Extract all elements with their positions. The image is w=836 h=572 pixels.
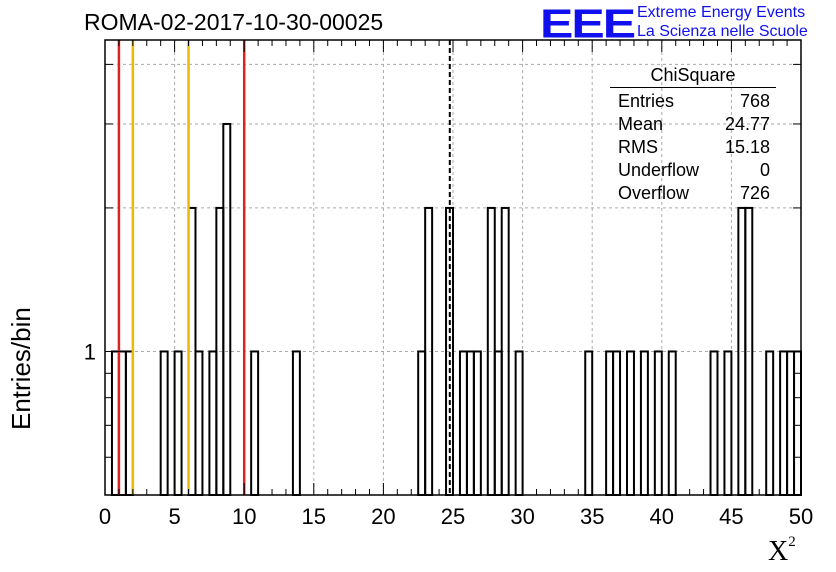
x-tick-label: 50 bbox=[789, 504, 813, 529]
histogram-bar bbox=[493, 350, 503, 496]
histogram-bar bbox=[786, 350, 796, 496]
histogram-bar bbox=[472, 350, 482, 496]
x-tick-label: 0 bbox=[99, 504, 111, 529]
y-tick-labels: 1 bbox=[84, 339, 96, 364]
histogram-bar bbox=[626, 350, 635, 496]
stats-label: RMS bbox=[618, 137, 658, 157]
histogram-bar bbox=[765, 350, 775, 496]
stats-row-overflow: Overflow 726 bbox=[610, 182, 776, 205]
x-tick-label: 25 bbox=[441, 504, 465, 529]
histogram-bar bbox=[173, 350, 183, 496]
logo-line-1: Extreme Energy Events bbox=[637, 4, 806, 21]
stats-label: Mean bbox=[618, 114, 664, 134]
logo-line-2: La Scienza nelle Scuole bbox=[637, 23, 808, 40]
histogram-bar bbox=[723, 350, 733, 496]
stats-value: 726 bbox=[739, 183, 770, 203]
x-tick-label: 45 bbox=[719, 504, 743, 529]
x-tick-label: 30 bbox=[510, 504, 534, 529]
y-tick-label: 1 bbox=[84, 339, 96, 364]
logo-text: Extreme Energy Events La Scienza nelle S… bbox=[637, 3, 808, 41]
x-axis-label-sup: 2 bbox=[788, 533, 796, 550]
histogram-bar bbox=[653, 350, 663, 496]
axes bbox=[104, 39, 802, 496]
stats-row-underflow: Underflow 0 bbox=[610, 159, 776, 182]
stats-value: 0 bbox=[759, 160, 770, 180]
stats-box: ChiSquare Entries 768 Mean 24.77 RMS 15.18 … bbox=[610, 65, 776, 205]
x-axis-label-base: X bbox=[768, 536, 789, 567]
stats-row-rms: RMS 15.18 bbox=[610, 136, 776, 159]
histogram-bar bbox=[208, 350, 218, 496]
stats-label: Entries bbox=[618, 91, 675, 111]
histogram-bar bbox=[667, 350, 677, 496]
eee-logo: EEE bbox=[540, 0, 636, 47]
x-tick-label: 5 bbox=[168, 504, 180, 529]
histogram-bar bbox=[222, 122, 232, 497]
stats-row-mean: Mean 24.77 bbox=[610, 113, 776, 136]
y-axis-label: Entries/bin bbox=[6, 307, 36, 430]
x-tick-label: 15 bbox=[302, 504, 326, 529]
stats-label: Overflow bbox=[618, 183, 690, 203]
histogram-bar bbox=[458, 350, 468, 496]
stats-value: 768 bbox=[739, 91, 770, 111]
histogram-bar bbox=[194, 350, 204, 496]
histogram-bar bbox=[605, 350, 615, 496]
stats-label: Underflow bbox=[618, 160, 700, 180]
histogram-bar bbox=[779, 350, 789, 496]
x-tick-label: 35 bbox=[580, 504, 604, 529]
stats-row-entries: Entries 768 bbox=[610, 90, 776, 113]
x-tick-label: 40 bbox=[650, 504, 674, 529]
histogram-bar bbox=[159, 350, 169, 496]
histogram-bar bbox=[709, 350, 719, 496]
x-tick-labels: 0 5 10 15 20 25 30 35 40 45 50 bbox=[99, 504, 813, 529]
histogram-bar bbox=[250, 350, 260, 496]
histogram-bar bbox=[612, 350, 622, 496]
x-tick-label: 20 bbox=[371, 504, 395, 529]
chart-title: ROMA-02-2017-10-30-00025 bbox=[84, 9, 384, 35]
histogram-bar bbox=[291, 350, 301, 496]
x-tick-label: 10 bbox=[232, 504, 256, 529]
x-axis-label: X2 bbox=[768, 533, 796, 568]
stats-value: 15.18 bbox=[724, 137, 770, 157]
stats-value: 24.77 bbox=[724, 114, 770, 134]
stats-header: ChiSquare bbox=[610, 65, 776, 88]
histogram-bar bbox=[417, 350, 427, 496]
histogram-bar bbox=[465, 350, 475, 496]
reference-lines bbox=[117, 40, 451, 495]
histogram-bar bbox=[514, 350, 524, 496]
histogram-bar bbox=[584, 350, 594, 496]
histogram-bar bbox=[639, 350, 649, 496]
